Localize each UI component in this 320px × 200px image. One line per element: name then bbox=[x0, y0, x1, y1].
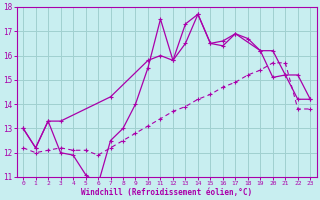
X-axis label: Windchill (Refroidissement éolien,°C): Windchill (Refroidissement éolien,°C) bbox=[81, 188, 252, 197]
